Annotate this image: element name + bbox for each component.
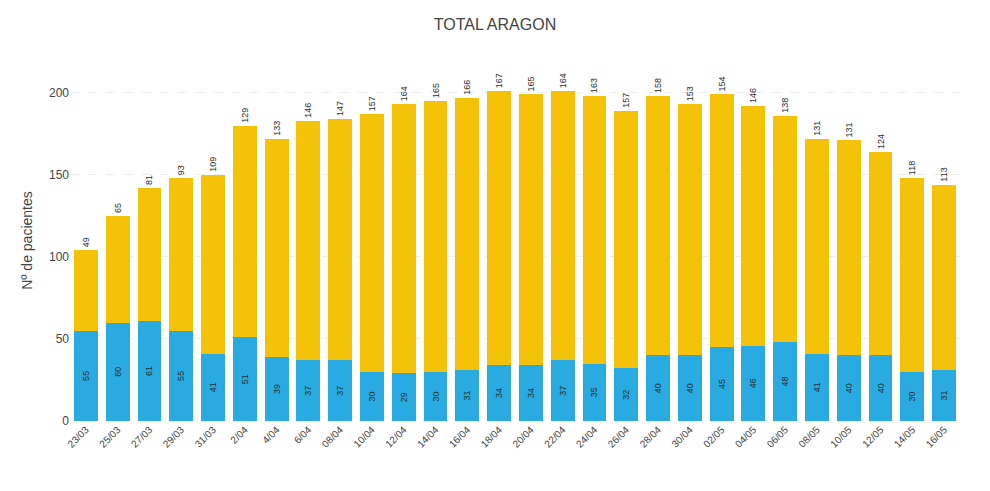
- svg-text:163: 163: [589, 78, 599, 93]
- svg-text:31: 31: [462, 391, 472, 401]
- svg-text:41: 41: [208, 382, 218, 392]
- svg-text:Nº de pacientes: Nº de pacientes: [19, 191, 35, 290]
- svg-text:46: 46: [748, 378, 758, 388]
- svg-text:12/05: 12/05: [860, 424, 886, 450]
- svg-text:50: 50: [56, 332, 70, 346]
- svg-text:14/04: 14/04: [415, 424, 441, 450]
- svg-text:32: 32: [621, 390, 631, 400]
- svg-text:48: 48: [780, 377, 790, 387]
- svg-text:08/04: 08/04: [320, 424, 346, 450]
- svg-text:34: 34: [494, 388, 504, 398]
- svg-text:157: 157: [367, 96, 377, 111]
- svg-text:138: 138: [780, 98, 790, 113]
- svg-text:31: 31: [939, 391, 949, 401]
- svg-text:30/04: 30/04: [669, 424, 695, 450]
- svg-text:109: 109: [208, 157, 218, 172]
- svg-text:22/04: 22/04: [542, 424, 568, 450]
- svg-text:49: 49: [81, 237, 91, 247]
- svg-text:30: 30: [431, 391, 441, 401]
- svg-text:129: 129: [240, 108, 250, 123]
- svg-text:45: 45: [717, 379, 727, 389]
- svg-text:16/04: 16/04: [447, 424, 473, 450]
- svg-text:16/05: 16/05: [924, 424, 950, 450]
- svg-text:20/04: 20/04: [510, 424, 536, 450]
- svg-text:200: 200: [49, 86, 69, 100]
- svg-text:27/03: 27/03: [129, 424, 155, 450]
- svg-text:6/04: 6/04: [292, 424, 314, 446]
- svg-text:154: 154: [717, 76, 727, 91]
- svg-text:40: 40: [653, 383, 663, 393]
- svg-text:23/03: 23/03: [65, 424, 91, 450]
- svg-text:81: 81: [144, 175, 154, 185]
- svg-text:4/04: 4/04: [260, 424, 282, 446]
- svg-text:0: 0: [62, 414, 69, 428]
- svg-text:124: 124: [876, 134, 886, 149]
- svg-text:60: 60: [113, 367, 123, 377]
- svg-text:02/05: 02/05: [701, 424, 727, 450]
- svg-text:37: 37: [558, 386, 568, 396]
- svg-text:164: 164: [558, 73, 568, 88]
- svg-text:39: 39: [272, 384, 282, 394]
- svg-text:131: 131: [812, 121, 822, 136]
- svg-text:35: 35: [589, 387, 599, 397]
- svg-text:65: 65: [113, 203, 123, 213]
- svg-text:158: 158: [653, 78, 663, 93]
- svg-text:06/05: 06/05: [765, 424, 791, 450]
- svg-text:10/04: 10/04: [351, 424, 377, 450]
- svg-text:61: 61: [144, 366, 154, 376]
- svg-text:133: 133: [272, 121, 282, 136]
- svg-text:131: 131: [844, 122, 854, 137]
- svg-text:30: 30: [907, 391, 917, 401]
- svg-text:28/04: 28/04: [638, 424, 664, 450]
- svg-text:25/03: 25/03: [97, 424, 123, 450]
- svg-text:14/05: 14/05: [892, 424, 918, 450]
- svg-text:55: 55: [81, 371, 91, 381]
- svg-text:150: 150: [49, 168, 69, 182]
- svg-text:167: 167: [494, 73, 504, 88]
- svg-text:10/05: 10/05: [828, 424, 854, 450]
- svg-text:24/04: 24/04: [574, 424, 600, 450]
- svg-text:146: 146: [748, 88, 758, 103]
- svg-text:55: 55: [176, 371, 186, 381]
- svg-text:118: 118: [907, 161, 917, 175]
- svg-text:04/05: 04/05: [733, 424, 759, 450]
- svg-text:37: 37: [303, 386, 313, 396]
- svg-text:41: 41: [812, 382, 822, 392]
- svg-text:165: 165: [526, 76, 536, 91]
- svg-text:08/05: 08/05: [796, 424, 822, 450]
- svg-text:51: 51: [240, 374, 250, 384]
- svg-text:29: 29: [399, 392, 409, 402]
- svg-text:146: 146: [303, 103, 313, 118]
- svg-text:166: 166: [462, 80, 472, 95]
- svg-text:30: 30: [367, 391, 377, 401]
- svg-text:40: 40: [685, 383, 695, 393]
- svg-text:12/04: 12/04: [383, 424, 409, 450]
- svg-text:113: 113: [939, 167, 949, 181]
- svg-text:153: 153: [685, 86, 695, 101]
- svg-text:40: 40: [876, 383, 886, 393]
- svg-text:34: 34: [526, 388, 536, 398]
- svg-text:29/03: 29/03: [161, 424, 187, 450]
- svg-text:40: 40: [844, 383, 854, 393]
- svg-text:147: 147: [335, 101, 345, 116]
- svg-text:165: 165: [431, 83, 441, 98]
- svg-text:157: 157: [621, 93, 631, 108]
- svg-text:TOTAL ARAGON: TOTAL ARAGON: [434, 16, 556, 33]
- svg-text:93: 93: [176, 165, 186, 175]
- svg-text:2/04: 2/04: [228, 424, 250, 446]
- svg-text:31/03: 31/03: [193, 424, 219, 450]
- svg-text:100: 100: [49, 250, 69, 264]
- svg-text:26/04: 26/04: [606, 424, 632, 450]
- svg-text:37: 37: [335, 386, 345, 396]
- svg-text:164: 164: [399, 86, 409, 101]
- svg-text:18/04: 18/04: [479, 424, 505, 450]
